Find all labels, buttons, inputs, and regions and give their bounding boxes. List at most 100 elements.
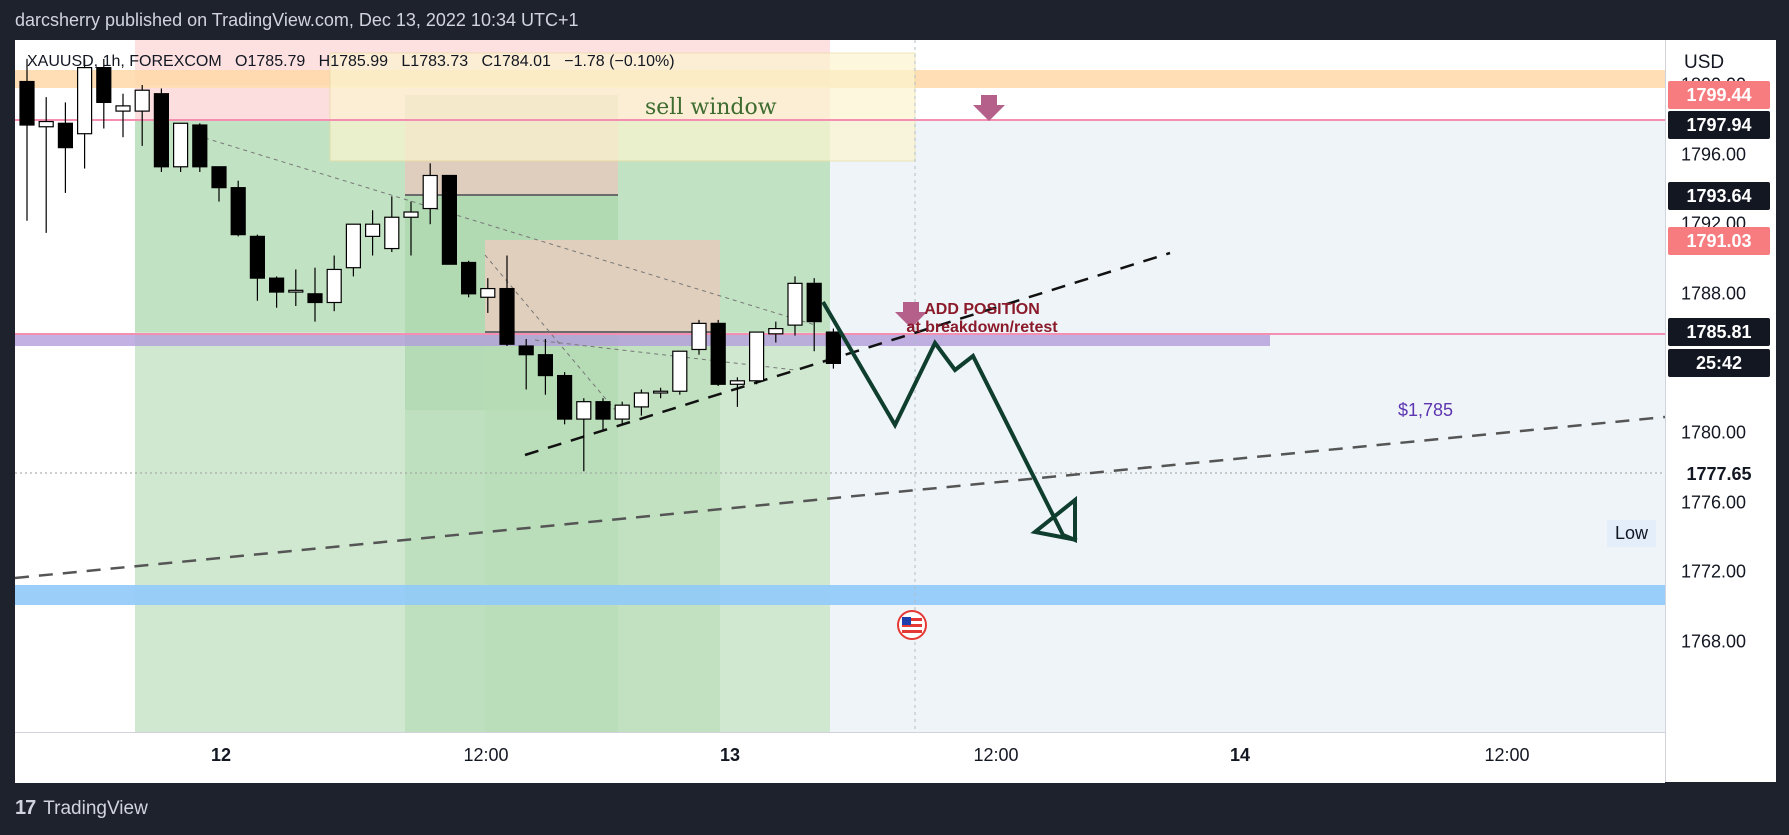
level-price-label: $1,785 — [1398, 400, 1454, 420]
candle-body — [269, 277, 285, 293]
price-axis[interactable]: USD 1800.001796.001792.001788.001784.001… — [1665, 40, 1776, 782]
candle-body — [134, 89, 150, 112]
us-flag-canton — [902, 617, 911, 625]
zones-layer — [15, 40, 1665, 732]
candle-body — [806, 282, 822, 323]
blue-support-band — [15, 585, 1665, 605]
session-low-label: Low — [1607, 520, 1657, 547]
candle-body — [19, 80, 35, 126]
purple-level-band — [15, 335, 1270, 346]
time-axis[interactable]: 12 12:00 13 12:00 14 12:00 — [15, 732, 1665, 783]
price-tick: 1768.00 — [1681, 631, 1747, 652]
candle-body — [633, 392, 650, 408]
candle-body — [249, 235, 265, 279]
candle-body — [326, 268, 342, 304]
time-label: 12:00 — [973, 745, 1019, 765]
price-tag: 1799.44 — [1668, 80, 1770, 109]
candle-body — [307, 293, 323, 304]
candle-body — [211, 166, 227, 189]
overlays-layer — [821, 95, 1078, 640]
legend-low: L1783.73 — [401, 53, 469, 70]
candle-body — [652, 390, 669, 394]
plot-area[interactable]: XAUUSD, 1h, FOREXCOM O1785.79 H1785.99 L… — [15, 40, 1665, 732]
price-tag: 1793.64 — [1668, 181, 1770, 210]
time-label: 12:00 — [1484, 745, 1530, 765]
legend-change: −1.78 (−0.10%) — [564, 53, 675, 70]
candle-body — [825, 331, 842, 364]
brand-name: TradingView — [43, 797, 148, 819]
price-tag: 1777.65 — [1668, 459, 1770, 488]
candle-body — [556, 374, 573, 420]
candle-body — [173, 122, 189, 168]
candle-body — [595, 401, 611, 420]
candle-body — [614, 404, 630, 420]
candle-body — [499, 287, 515, 345]
price-tag: 1785.81 — [1668, 317, 1770, 346]
candle-body — [691, 322, 707, 351]
candle-body — [748, 331, 765, 382]
candle-body — [441, 174, 457, 265]
candle-body — [403, 211, 419, 218]
candle-body — [345, 223, 361, 269]
candle-body — [365, 223, 381, 237]
time-label: 12 — [210, 745, 232, 765]
candle-body — [729, 380, 746, 385]
candle-body — [518, 345, 534, 356]
footer-brand[interactable]: 17 TradingView — [15, 797, 148, 820]
candle-body — [57, 122, 74, 149]
candle-body — [672, 350, 688, 392]
legend-open: O1785.79 — [235, 53, 306, 70]
candles-layer — [19, 58, 842, 472]
legend-close: C1784.01 — [481, 53, 551, 70]
legend-high: H1785.99 — [318, 53, 389, 70]
price-tick: 1780.00 — [1681, 422, 1747, 443]
down-arrow-icon — [973, 95, 1005, 121]
candle-body — [96, 67, 112, 103]
candle-body — [38, 120, 54, 128]
candle-body — [422, 174, 438, 210]
future-shade — [830, 120, 1665, 732]
candle-body — [192, 124, 208, 168]
chart-panel[interactable]: XAUUSD, 1h, FOREXCOM O1785.79 H1785.99 L… — [15, 40, 1776, 783]
candle-body — [576, 401, 592, 420]
tradingview-logo-icon: 17 — [15, 797, 36, 819]
price-tick: 1788.00 — [1681, 283, 1747, 304]
legend-symbol[interactable]: XAUUSD, 1h, FOREXCOM — [27, 53, 222, 70]
time-label: 13 — [719, 745, 741, 765]
currency-label: USD — [1684, 52, 1725, 73]
candle-body — [537, 354, 554, 377]
price-tick: 1776.00 — [1681, 492, 1747, 513]
price-tick: 1772.00 — [1681, 561, 1747, 582]
projection-path — [821, 300, 1078, 543]
sell-window-box — [329, 52, 916, 162]
red-zone-c — [485, 240, 720, 335]
time-label: 12:00 — [463, 745, 509, 765]
candle-body — [230, 187, 246, 236]
price-chart-svg[interactable] — [15, 40, 1665, 732]
thin-dashed-line — [204, 137, 816, 326]
lower-trend-line — [15, 415, 1665, 580]
price-tick: 1796.00 — [1681, 144, 1747, 165]
candle-body — [384, 216, 400, 250]
candle-body — [115, 105, 131, 112]
candle-body — [787, 282, 803, 326]
candle-body — [710, 322, 726, 385]
publisher-header: darcsherry published on TradingView.com,… — [15, 10, 579, 30]
down-arrow-icon — [895, 302, 927, 328]
candle-body — [76, 67, 93, 135]
us-flag-stripe — [902, 624, 922, 627]
candle-body — [288, 289, 304, 293]
candle-body — [461, 261, 477, 295]
price-tag: 1797.94 — [1668, 110, 1770, 139]
sell-window-label: sell window — [645, 95, 777, 120]
rising-trend-line — [524, 251, 1171, 457]
time-label: 14 — [1229, 745, 1251, 765]
symbol-legend[interactable]: XAUUSD, 1h, FOREXCOM O1785.79 H1785.99 L… — [27, 53, 675, 71]
add-position-subtitle: at breakdown/retest — [906, 319, 1058, 336]
add-position-title: ADD POSITION — [924, 301, 1040, 318]
candle-body — [480, 287, 496, 298]
candle-body — [153, 93, 169, 168]
us-flag-stripe — [902, 630, 922, 633]
candle-body — [768, 328, 784, 335]
price-tag: 1791.03 — [1668, 227, 1770, 256]
